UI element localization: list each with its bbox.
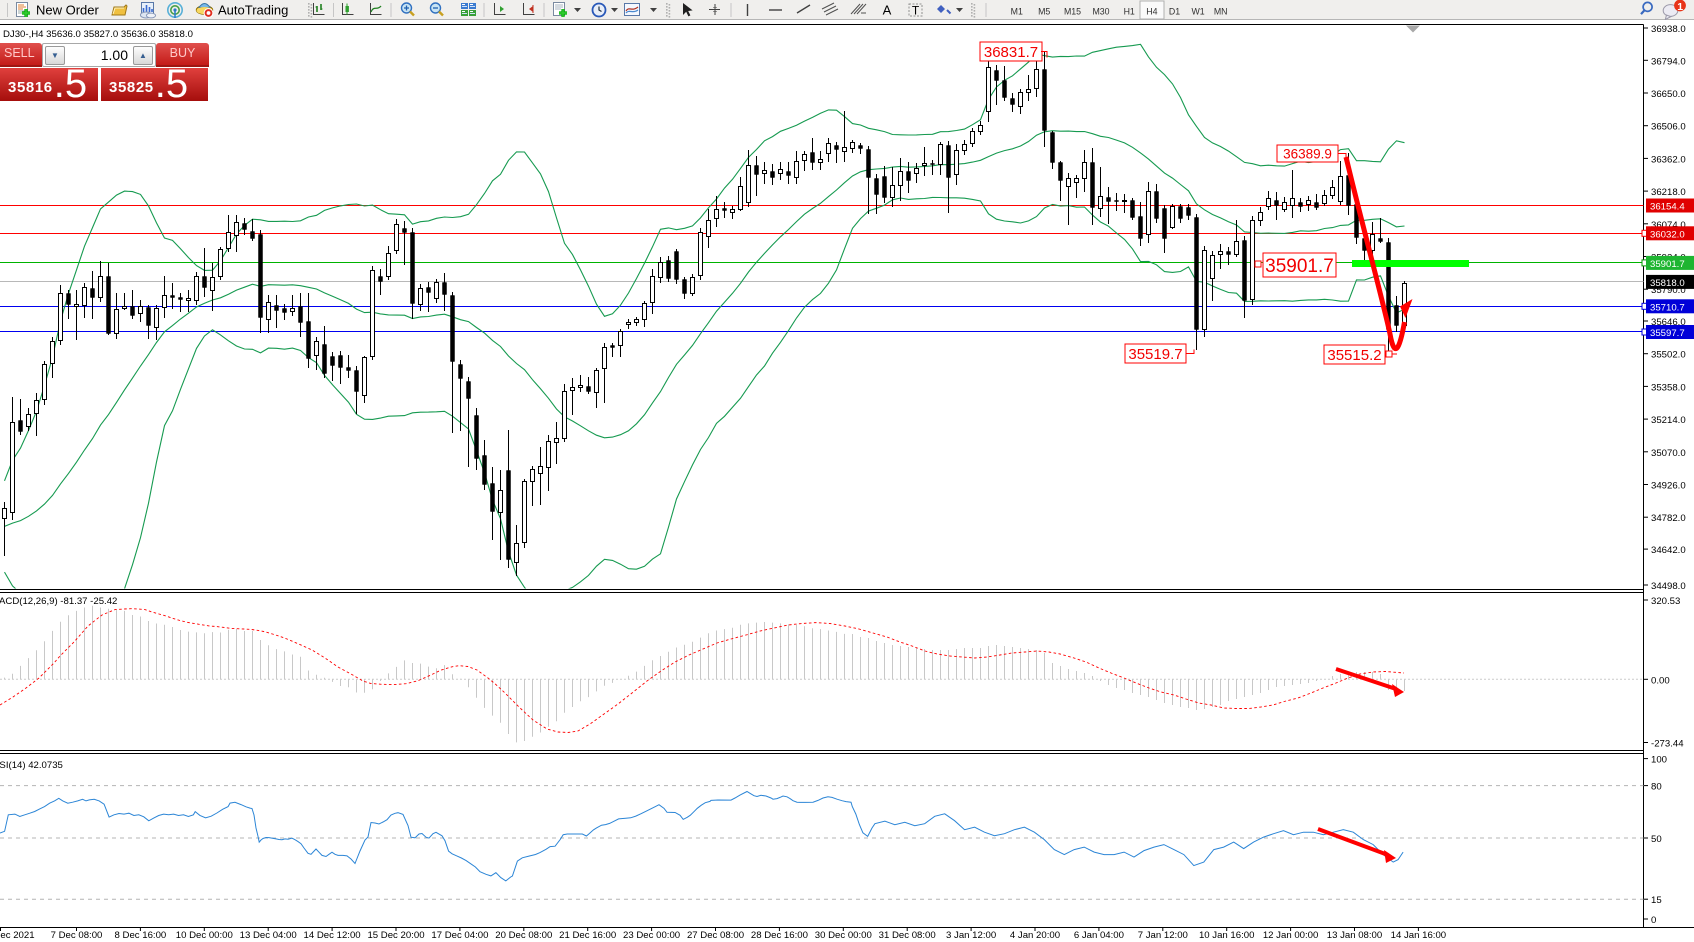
svg-text:0: 0 [1651, 915, 1656, 926]
svg-text:13 Dec 04:00: 13 Dec 04:00 [240, 930, 297, 941]
svg-text:14 Dec 12:00: 14 Dec 12:00 [304, 930, 361, 941]
svg-text:1: 1 [1677, 1, 1683, 13]
svg-text:H4: H4 [1146, 7, 1157, 17]
svg-text:AutoTrading: AutoTrading [218, 3, 288, 18]
svg-text:14 Jan 16:00: 14 Jan 16:00 [1391, 930, 1446, 941]
svg-text:7 Jan 12:00: 7 Jan 12:00 [1138, 930, 1188, 941]
svg-text:36362.0: 36362.0 [1651, 154, 1686, 165]
svg-text:36154.4: 36154.4 [1650, 202, 1685, 213]
svg-text:13 Jan 08:00: 13 Jan 08:00 [1327, 930, 1382, 941]
svg-text:4 Jan 20:00: 4 Jan 20:00 [1010, 930, 1060, 941]
svg-text:34782.0: 34782.0 [1651, 513, 1686, 524]
svg-text:35818.0: 35818.0 [1650, 278, 1685, 289]
svg-text:320.53: 320.53 [1651, 596, 1680, 607]
svg-text:M30: M30 [1092, 7, 1109, 17]
svg-text:36218.0: 36218.0 [1651, 187, 1686, 198]
svg-text:35519.7: 35519.7 [1128, 346, 1182, 363]
svg-text:35710.7: 35710.7 [1650, 302, 1685, 313]
svg-text:36938.0: 36938.0 [1651, 24, 1686, 35]
svg-text:New Order: New Order [36, 3, 100, 18]
svg-text:W1: W1 [1191, 7, 1204, 17]
svg-text:MACD(12,26,9) -81.37 -25.42: MACD(12,26,9) -81.37 -25.42 [0, 596, 117, 607]
svg-text:7 Dec 08:00: 7 Dec 08:00 [51, 930, 103, 941]
svg-text:36794.0: 36794.0 [1651, 56, 1686, 67]
svg-text:27 Dec 08:00: 27 Dec 08:00 [687, 930, 744, 941]
svg-text:6 Jan 04:00: 6 Jan 04:00 [1074, 930, 1124, 941]
svg-text:36074.0: 36074.0 [1651, 220, 1686, 231]
svg-text:3 Jan 12:00: 3 Jan 12:00 [946, 930, 996, 941]
svg-text:21 Dec 16:00: 21 Dec 16:00 [559, 930, 616, 941]
svg-text:34926.0: 34926.0 [1651, 481, 1686, 492]
svg-text:M5: M5 [1038, 7, 1050, 17]
svg-text:35790.0: 35790.0 [1651, 285, 1686, 296]
svg-text:-273.44: -273.44 [1651, 739, 1684, 750]
svg-text:12 Jan 00:00: 12 Jan 00:00 [1263, 930, 1318, 941]
svg-text:35502.0: 35502.0 [1651, 350, 1686, 361]
svg-text:0.00: 0.00 [1651, 675, 1670, 686]
svg-text:DJ30-,H4 35636.0 35827.0 3563: DJ30-,H4 35636.0 35827.0 35636.0 35818.0 [3, 29, 193, 40]
svg-text:17 Dec 04:00: 17 Dec 04:00 [431, 930, 488, 941]
svg-text:A: A [883, 3, 892, 18]
svg-text:100: 100 [1651, 755, 1667, 766]
svg-text:36032.0: 36032.0 [1650, 229, 1685, 240]
svg-text:20 Dec 08:00: 20 Dec 08:00 [495, 930, 552, 941]
svg-text:H1: H1 [1124, 7, 1135, 17]
svg-text:T: T [912, 4, 920, 18]
svg-text:34498.0: 34498.0 [1651, 581, 1686, 592]
svg-text:M15: M15 [1064, 7, 1081, 17]
svg-text:35901.7: 35901.7 [1265, 256, 1334, 277]
svg-text:M1: M1 [1011, 7, 1023, 17]
svg-text:10 Dec 00:00: 10 Dec 00:00 [176, 930, 233, 941]
svg-text:10 Jan 16:00: 10 Jan 16:00 [1199, 930, 1254, 941]
svg-text:D1: D1 [1169, 7, 1180, 17]
svg-text:15 Dec 20:00: 15 Dec 20:00 [367, 930, 424, 941]
svg-text:36389.9: 36389.9 [1283, 146, 1332, 161]
svg-text:50: 50 [1651, 834, 1662, 845]
svg-text:35214.0: 35214.0 [1651, 415, 1686, 426]
svg-text:6 Dec 2021: 6 Dec 2021 [0, 930, 35, 941]
svg-text:15: 15 [1651, 895, 1662, 906]
svg-text:36650.0: 36650.0 [1651, 89, 1686, 100]
svg-text:23 Dec 00:00: 23 Dec 00:00 [623, 930, 680, 941]
svg-text:8 Dec 16:00: 8 Dec 16:00 [115, 930, 167, 941]
svg-text:35901.7: 35901.7 [1650, 259, 1685, 270]
svg-text:34642.0: 34642.0 [1651, 545, 1686, 556]
svg-text:35515.2: 35515.2 [1327, 347, 1381, 364]
svg-text:35070.0: 35070.0 [1651, 448, 1686, 459]
svg-text:RSI(14) 42.0735: RSI(14) 42.0735 [0, 760, 63, 771]
svg-text:MN: MN [1214, 7, 1228, 17]
svg-text:31 Dec 08:00: 31 Dec 08:00 [879, 930, 936, 941]
svg-text:30 Dec 00:00: 30 Dec 00:00 [815, 930, 872, 941]
svg-text:35358.0: 35358.0 [1651, 382, 1686, 393]
svg-text:36831.7: 36831.7 [984, 44, 1038, 61]
svg-text:28 Dec 16:00: 28 Dec 16:00 [751, 930, 808, 941]
svg-text:35646.0: 35646.0 [1651, 317, 1686, 328]
svg-text:80: 80 [1651, 782, 1662, 793]
svg-text:35597.7: 35597.7 [1650, 328, 1685, 339]
svg-text:36506.0: 36506.0 [1651, 122, 1686, 133]
